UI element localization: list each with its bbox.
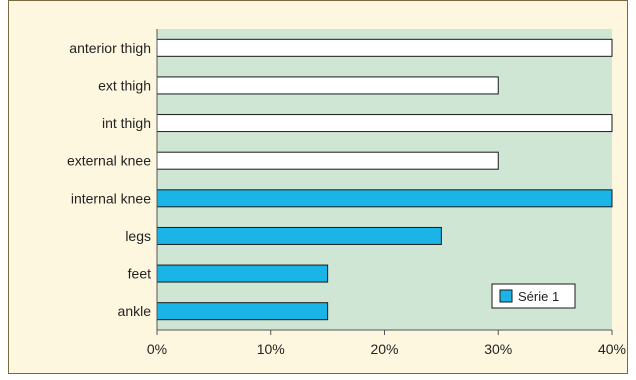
x-tick-label: 30% bbox=[484, 341, 512, 357]
legend: Série 1 bbox=[492, 284, 575, 308]
x-tick-label: 20% bbox=[370, 341, 398, 357]
category-label: legs bbox=[125, 228, 151, 244]
bar-internal-knee bbox=[157, 190, 612, 207]
bar-ext-thigh bbox=[157, 77, 498, 94]
category-label: ankle bbox=[118, 303, 152, 319]
bar-legs bbox=[157, 227, 441, 244]
category-label: feet bbox=[128, 266, 151, 282]
category-label: ext thigh bbox=[98, 77, 151, 93]
x-tick-label: 10% bbox=[257, 341, 285, 357]
bar-anterior-thigh bbox=[157, 39, 612, 56]
legend-label: Série 1 bbox=[518, 289, 559, 304]
chart-frame: anterior thigh ext thigh int thigh external… bbox=[8, 0, 628, 374]
x-axis-ticks: 0% 10% 20% 30% 40% bbox=[147, 330, 626, 357]
category-label: anterior thigh bbox=[69, 40, 151, 56]
category-labels: anterior thigh ext thigh int thigh external… bbox=[67, 40, 151, 319]
x-tick-label: 0% bbox=[147, 341, 167, 357]
bar-chart: anterior thigh ext thigh int thigh external… bbox=[9, 1, 629, 375]
category-label: internal knee bbox=[71, 190, 151, 206]
bar-int-thigh bbox=[157, 115, 612, 132]
bar-external-knee bbox=[157, 152, 498, 169]
bar-ankle bbox=[157, 303, 328, 320]
category-label: int thigh bbox=[102, 115, 151, 131]
category-label: external knee bbox=[67, 153, 151, 169]
x-tick-label: 40% bbox=[598, 341, 626, 357]
legend-swatch bbox=[500, 290, 512, 302]
bar-feet bbox=[157, 265, 328, 282]
